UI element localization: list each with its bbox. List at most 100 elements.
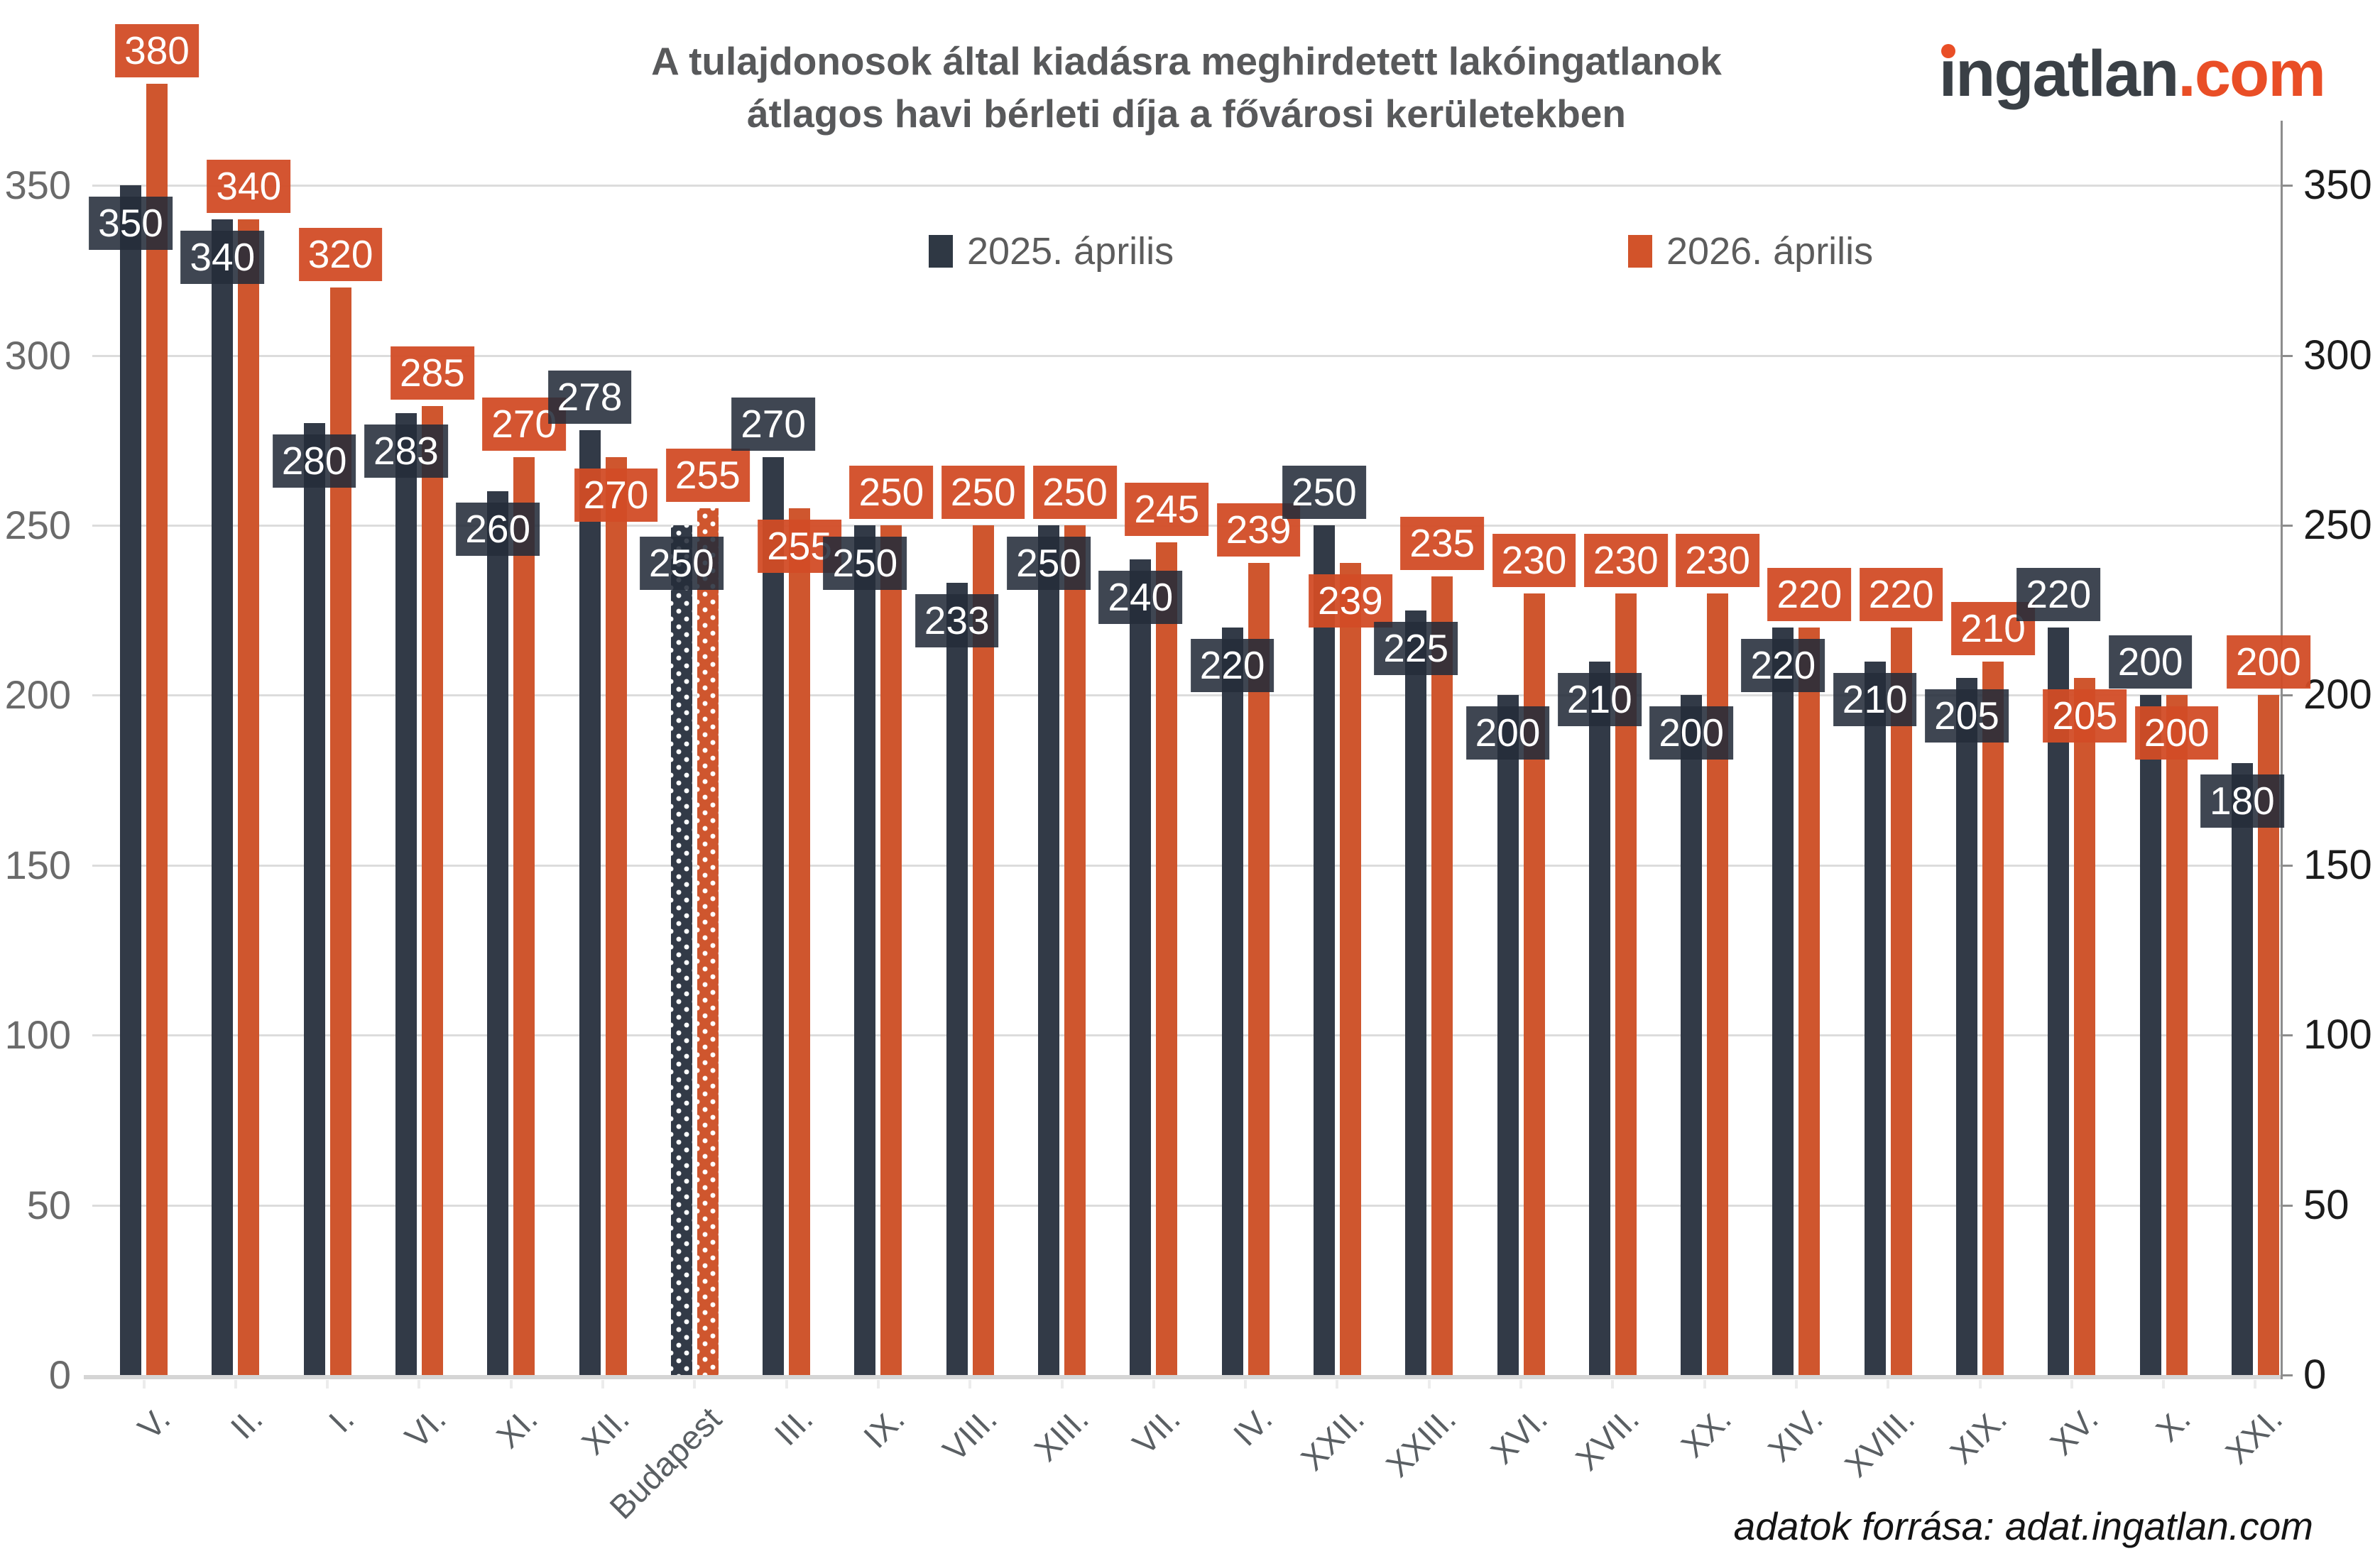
- x-axis-label-X.: X.: [2148, 1399, 2198, 1449]
- bar-2025-XVIII.: [1864, 661, 1886, 1375]
- bar-2025-XI.: [487, 491, 509, 1375]
- bar-2025-XIV.: [1772, 627, 1794, 1375]
- x-axis-label-VII.: VII.: [1125, 1399, 1188, 1462]
- bar-2026-III.: [789, 508, 811, 1375]
- x-axis-label-XIX.: XIX.: [1942, 1399, 2014, 1472]
- bar-2025-XIX.: [1956, 678, 1977, 1375]
- x-axis-tick-VIII.: [968, 1380, 972, 1389]
- legend-label-2025: 2025. április: [967, 230, 1174, 273]
- x-axis-label-IX.: IX.: [856, 1399, 912, 1455]
- bar-2025-XXII.: [1313, 525, 1335, 1375]
- value-label-2026-XX.: 230: [1676, 533, 1759, 587]
- gridline-300: [92, 354, 2281, 357]
- value-label-2026-Budapest: 255: [665, 449, 750, 503]
- bar-2025-XII.: [579, 429, 601, 1375]
- right-axis-tick-150: [2281, 864, 2293, 867]
- x-axis-tick-V.: [142, 1380, 146, 1389]
- bar-2025-VI.: [395, 412, 417, 1375]
- x-axis-label-XXII.: XXII.: [1293, 1399, 1371, 1478]
- right-axis-tick-350: [2281, 185, 2293, 187]
- x-axis-label-XVII.: XVII.: [1568, 1399, 1647, 1478]
- bar-2026-XXIII.: [1431, 576, 1453, 1375]
- x-axis-tick-XIII.: [1060, 1380, 1064, 1389]
- right-y-axis-line: [2281, 121, 2283, 1379]
- value-label-2025-I.: 280: [272, 434, 356, 488]
- logo-i-dot-icon: [1940, 44, 1955, 58]
- bar-2025-V.: [120, 185, 141, 1375]
- logo-tld-text: .com: [2178, 38, 2326, 110]
- value-label-2025-Budapest: 250: [639, 537, 724, 590]
- bar-2025-XXI.: [2231, 763, 2253, 1375]
- y-axis-label-left-100: 100: [4, 1012, 71, 1058]
- right-axis-tick-300: [2281, 354, 2293, 357]
- value-label-2026-V.: 380: [115, 23, 199, 77]
- value-label-2025-IV.: 220: [1190, 638, 1274, 692]
- bar-2026-VII.: [1156, 542, 1178, 1375]
- x-axis-label-XVIII.: XVIII.: [1837, 1399, 1922, 1484]
- x-axis-tick-VI.: [417, 1380, 421, 1389]
- right-axis-tick-200: [2281, 694, 2293, 697]
- value-label-2025-XVI.: 200: [1465, 706, 1550, 760]
- right-axis-tick-50: [2281, 1204, 2293, 1207]
- x-axis-line: [84, 1375, 2281, 1379]
- x-axis-label-XII.: XII.: [574, 1399, 637, 1462]
- right-axis-tick-250: [2281, 525, 2293, 527]
- bar-2025-IX.: [854, 525, 876, 1375]
- bar-2026-XXII.: [1339, 562, 1361, 1375]
- x-axis-label-IV.: IV.: [1226, 1399, 1279, 1453]
- value-label-2025-XVII.: 210: [1557, 672, 1642, 726]
- x-axis-tick-XIX.: [1978, 1380, 1982, 1389]
- value-label-2025-XIX.: 205: [1925, 689, 2009, 743]
- bar-2026-II.: [238, 219, 260, 1375]
- value-label-2026-XIII.: 250: [1033, 466, 1117, 519]
- x-axis-label-II.: II.: [222, 1399, 270, 1447]
- x-axis-tick-X.: [2162, 1380, 2166, 1389]
- value-label-2025-VIII.: 233: [915, 594, 999, 648]
- gridline-100: [92, 1034, 2281, 1037]
- x-axis-label-XI.: XI.: [488, 1399, 545, 1455]
- y-axis-label-left-50: 50: [26, 1182, 71, 1227]
- bar-2025-VII.: [1130, 559, 1152, 1375]
- y-axis-label-left-350: 350: [4, 163, 71, 208]
- legend-swatch-2025: [929, 235, 953, 268]
- gridline-350: [92, 185, 2281, 187]
- x-axis-tick-XIV.: [1794, 1380, 1798, 1389]
- value-label-2026-XV.: 205: [2043, 689, 2127, 743]
- x-axis-label-XX.: XX.: [1673, 1399, 1738, 1464]
- x-axis-tick-IV.: [1244, 1380, 1248, 1389]
- y-axis-label-right-50: 50: [2303, 1181, 2349, 1228]
- x-axis-tick-XVIII.: [1887, 1380, 1890, 1389]
- x-axis-tick-XXIII.: [1427, 1380, 1431, 1389]
- value-label-2025-XIV.: 220: [1741, 638, 1825, 692]
- bar-2026-XVIII.: [1890, 627, 1912, 1375]
- legend-item-2026: 2026. április: [1628, 230, 1873, 273]
- bar-2025-XVI.: [1497, 695, 1519, 1375]
- value-label-2025-VI.: 283: [364, 424, 448, 478]
- value-label-2025-XXI.: 180: [2200, 774, 2284, 828]
- bar-2025-XV.: [2048, 627, 2070, 1375]
- bar-2026-X.: [2166, 695, 2188, 1375]
- value-label-2025-X.: 200: [2108, 635, 2193, 689]
- chart-title-line2: átlagos havi bérleti díja a fővárosi ker…: [747, 91, 1626, 136]
- x-axis-label-XIV.: XIV.: [1761, 1399, 1830, 1469]
- bar-2026-IV.: [1248, 562, 1270, 1375]
- value-label-2026-II.: 340: [207, 160, 291, 214]
- x-axis-tick-VII.: [1152, 1380, 1155, 1389]
- x-axis-label-I.: I.: [321, 1399, 361, 1440]
- y-axis-label-right-300: 300: [2303, 332, 2372, 378]
- value-label-2025-XXIII.: 225: [1374, 621, 1458, 675]
- x-axis-label-V.: V.: [131, 1399, 178, 1447]
- bar-2025-XIII.: [1038, 525, 1059, 1375]
- bar-2025-II.: [212, 219, 234, 1375]
- bar-2026-Budapest: [697, 508, 719, 1375]
- value-label-2025-XVIII.: 210: [1833, 672, 1917, 726]
- data-source-note: adatok forrása: adat.ingatlan.com: [1733, 1504, 2313, 1548]
- value-label-2026-XXII.: 239: [1309, 574, 1392, 628]
- legend-label-2026: 2026. április: [1666, 230, 1874, 273]
- bar-2025-III.: [763, 457, 785, 1375]
- x-axis-tick-XI.: [509, 1380, 513, 1389]
- x-axis-label-XXI.: XXI.: [2217, 1399, 2289, 1472]
- value-label-2025-XII.: 278: [547, 370, 632, 424]
- chart-title-line1: A tulajdonosok által kiadásra meghirdete…: [651, 39, 1722, 83]
- value-label-2026-XVII.: 230: [1583, 533, 1668, 587]
